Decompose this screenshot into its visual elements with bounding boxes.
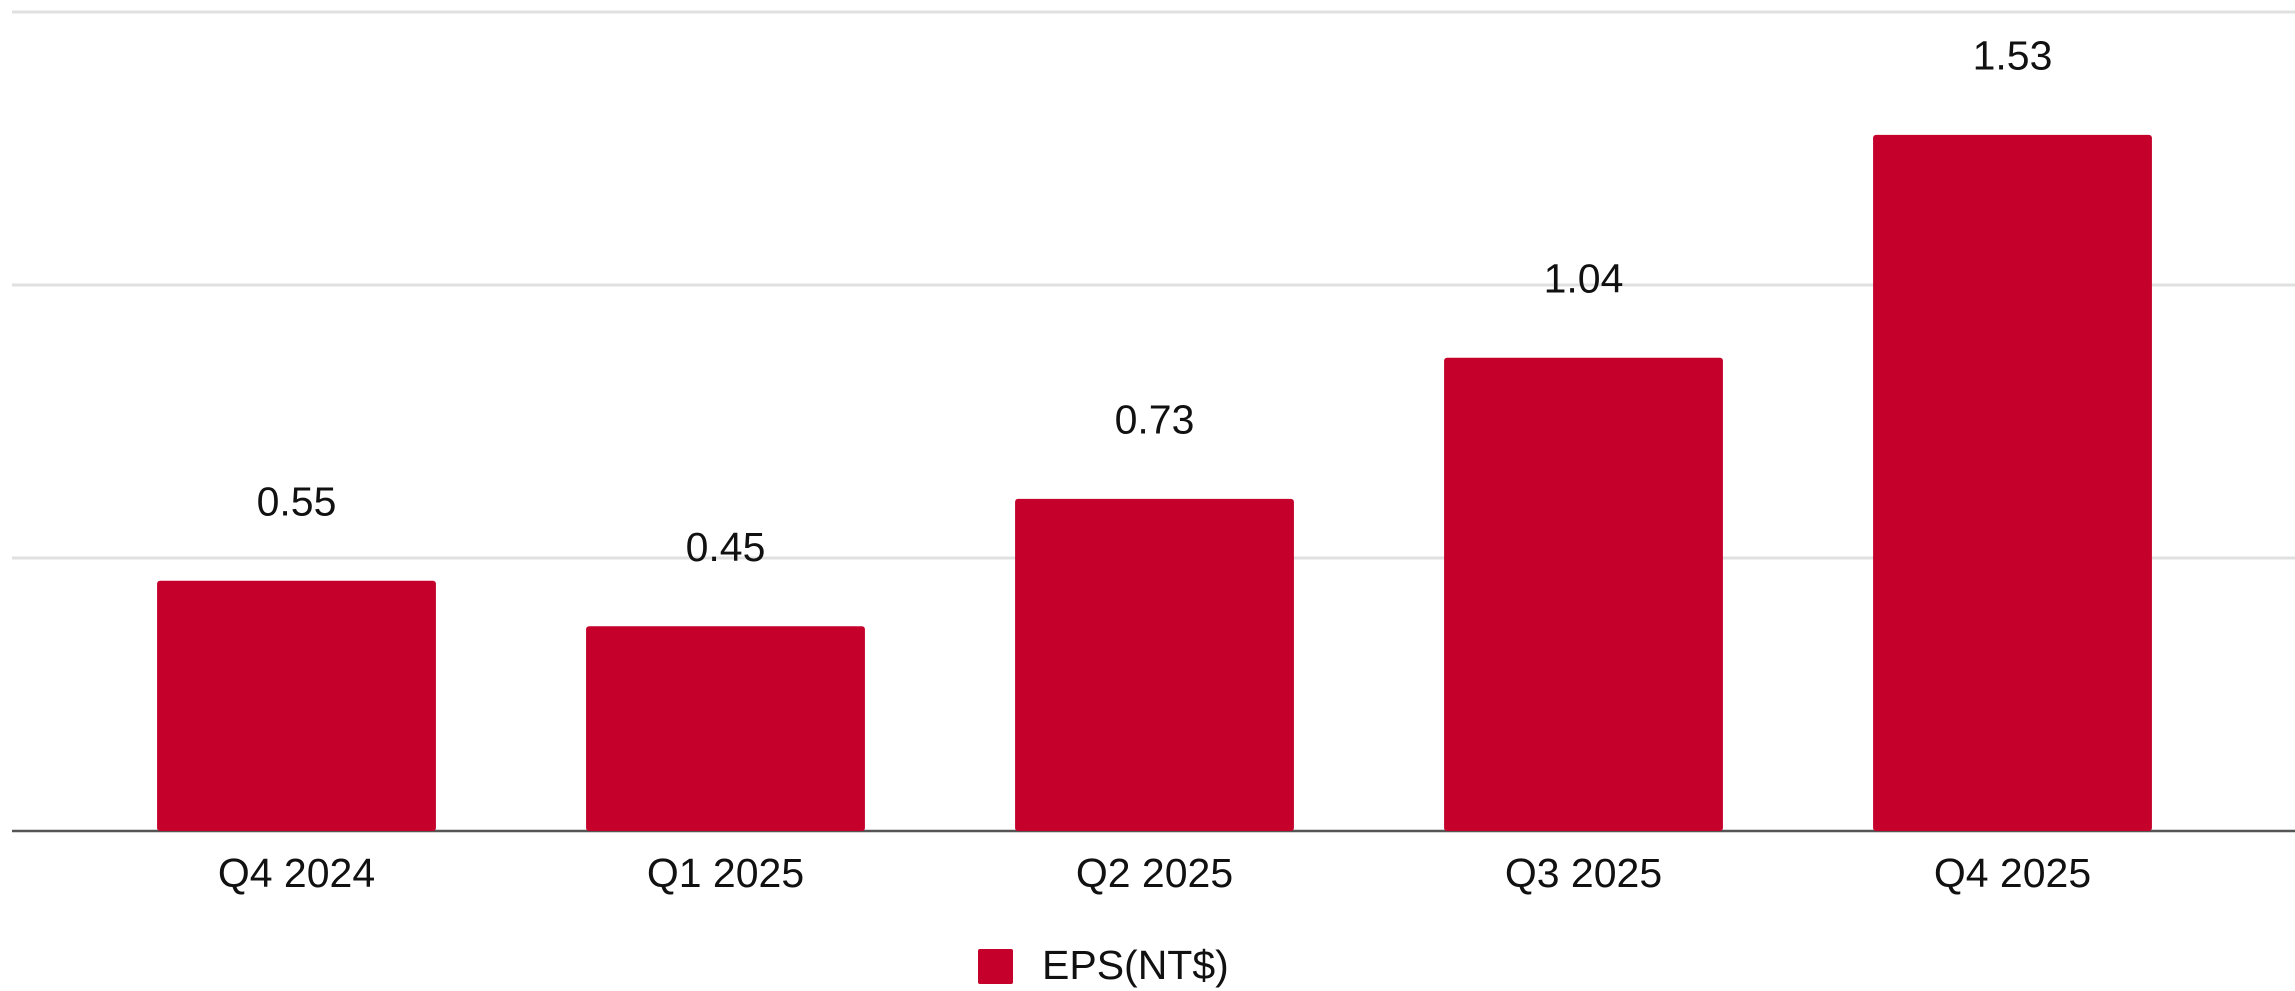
- bar: [586, 626, 865, 831]
- legend-label: EPS(NT$): [1042, 942, 1229, 988]
- x-tick-label: Q4 2024: [218, 850, 375, 896]
- value-label: 1.04: [1544, 256, 1624, 302]
- value-label: 1.53: [1973, 33, 2053, 79]
- bar: [1015, 498, 1294, 831]
- x-tick-label: Q4 2025: [1934, 850, 2091, 896]
- bar: [1444, 357, 1723, 831]
- x-tick-label: Q3 2025: [1505, 850, 1662, 896]
- value-label: 0.45: [686, 524, 766, 570]
- x-tick-label: Q1 2025: [647, 850, 804, 896]
- value-label: 0.73: [1115, 397, 1195, 443]
- value-label: 0.55: [257, 479, 337, 525]
- x-tick-label: Q2 2025: [1076, 850, 1233, 896]
- bar: [157, 580, 436, 831]
- bar: [1873, 134, 2152, 832]
- legend-swatch: [978, 949, 1013, 984]
